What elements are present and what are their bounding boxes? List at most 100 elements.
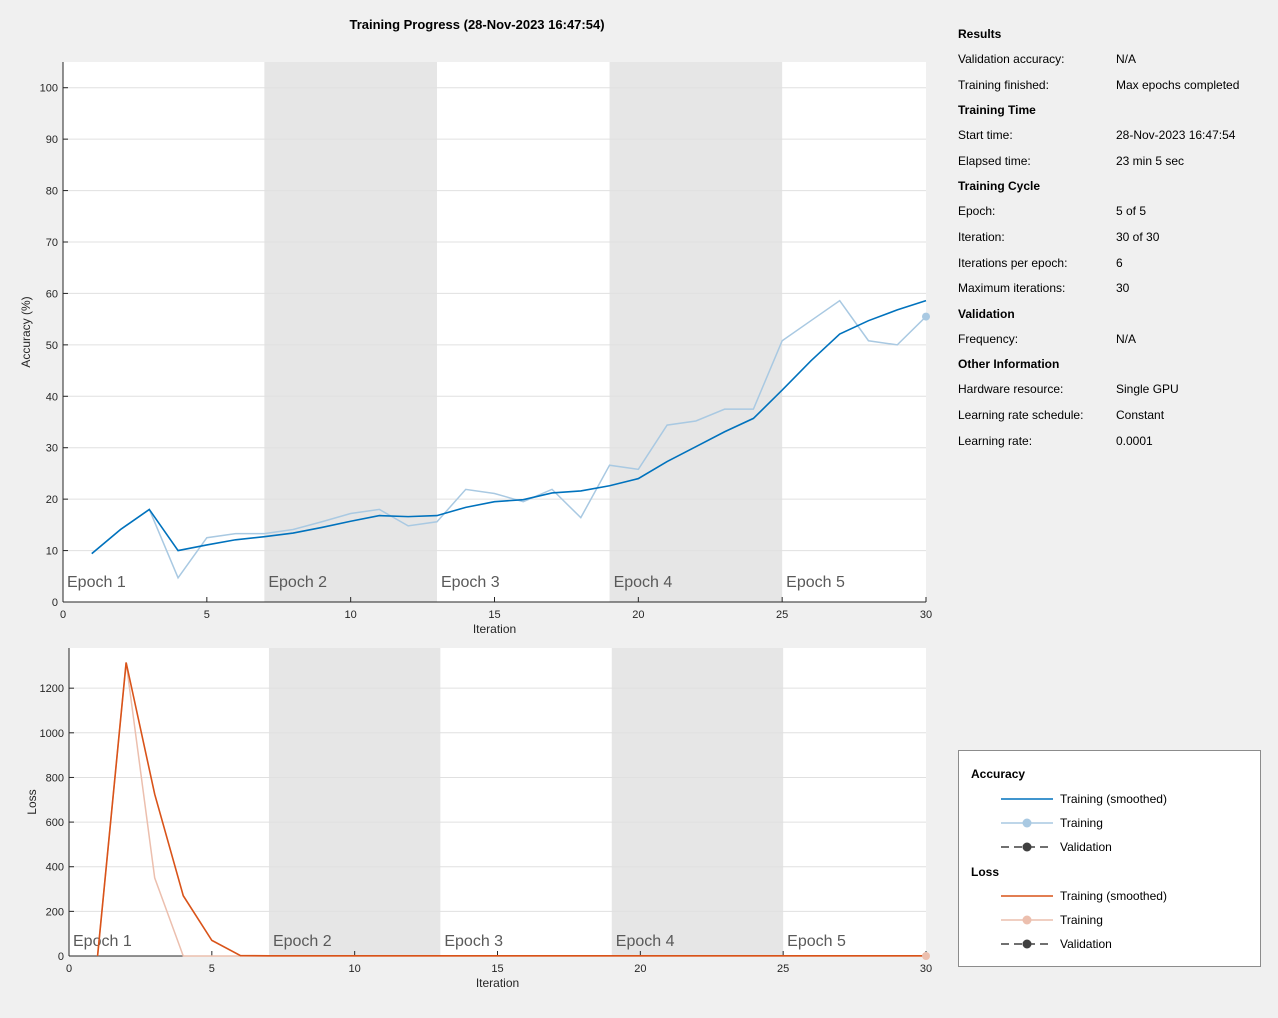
epoch-label: Epoch 3 — [441, 574, 500, 591]
x-tick-label: 20 — [634, 963, 646, 975]
x-tick-label: 5 — [204, 609, 210, 621]
epoch-band — [264, 62, 437, 602]
info-row: Validation accuracy: N/A — [958, 49, 1268, 75]
y-tick-label: 600 — [46, 817, 64, 829]
info-value: 30 — [1116, 281, 1130, 296]
info-key: Hardware resource: — [958, 382, 1064, 397]
chart-title: Training Progress (28-Nov-2023 16:47:54) — [349, 17, 605, 32]
info-key: Iterations per epoch: — [958, 255, 1068, 270]
y-tick-label: 0 — [58, 951, 64, 963]
epoch-label: Epoch 5 — [787, 933, 846, 950]
epoch-label: Epoch 1 — [73, 933, 132, 950]
y-tick-label: 400 — [46, 862, 64, 874]
y-tick-label: 40 — [46, 391, 58, 403]
training-point — [922, 312, 930, 321]
info-row: Training finished: Max epochs completed — [958, 75, 1268, 101]
info-row: Frequency: N/A — [958, 329, 1268, 355]
y-tick-label: 80 — [46, 186, 58, 198]
epoch-label: Epoch 5 — [786, 574, 845, 591]
info-row: Learning rate: 0.0001 — [958, 431, 1268, 457]
loss-plot[interactable]: Epoch 1 Epoch 2 Epoch 3 Epoch 4 Epoch 5 0 20 0 4… — [0, 630, 954, 1000]
info-row: Hardware resource: Single GPU — [958, 379, 1268, 405]
x-tick-label: 15 — [491, 963, 503, 975]
epoch-label: Epoch 2 — [268, 574, 327, 591]
info-key: Epoch: — [958, 204, 996, 219]
info-row: Elapsed time: 23 min 5 sec — [958, 151, 1268, 177]
x-tick-label: 20 — [632, 609, 644, 621]
legend-acc-validation-swatch — [1001, 842, 1053, 852]
x-tick-label: 0 — [66, 963, 72, 975]
x-tick-label: 30 — [920, 609, 932, 621]
legend-loss-validation-swatch — [1001, 939, 1053, 949]
legend-loss-smoothed: Training (smoothed) — [999, 888, 1167, 904]
legend-loss-smoothed-label: Training (smoothed) — [1060, 889, 1167, 903]
info-value: 30 of 30 — [1116, 229, 1160, 244]
info-value: Single GPU — [1116, 382, 1179, 397]
legend-acc-training: Training — [999, 815, 1103, 831]
y-tick-label: 20 — [46, 494, 58, 506]
info-panel: Results Validation accuracy: N/A Training f… — [958, 24, 1268, 456]
legend-loss-validation: Validation — [999, 936, 1112, 952]
legend-box: Accuracy Training (smoothed) Training Va… — [958, 750, 1261, 967]
accuracy-plot[interactable]: Epoch 1 Epoch 2 Epoch 3 Epoch 4 Epoch 5 0 10 20… — [0, 40, 954, 640]
epoch-band — [268, 648, 441, 956]
series-smoothed-line — [96, 662, 926, 957]
y-tick-label: 100 — [40, 83, 58, 95]
y-tick-label: 50 — [46, 340, 58, 352]
info-value: 0.0001 — [1116, 433, 1153, 448]
x-axis-title: Iteration — [473, 622, 516, 636]
info-value: N/A — [1116, 52, 1137, 66]
legend-acc-validation: Validation — [999, 839, 1112, 855]
info-row: Iterations per epoch: 6 — [958, 253, 1268, 279]
info-value: 28-Nov-2023 16:47:54 — [1116, 128, 1236, 143]
y-axis-title: Accuracy (%) — [19, 296, 33, 367]
info-section-title: Results — [958, 27, 1002, 41]
legend-loss-validation-label: Validation — [1060, 937, 1112, 951]
info-key: Start time: — [958, 128, 1013, 143]
info-value: N/A — [1116, 331, 1137, 346]
info-row: Start time: 28-Nov-2023 16:47:54 — [958, 125, 1268, 151]
info-key: Iteration: — [958, 229, 1005, 244]
info-value: Max epochs completed — [1116, 77, 1240, 92]
legend-acc-training-label: Training — [1060, 816, 1103, 830]
epoch-label: Epoch 3 — [444, 933, 503, 950]
y-tick-label: 30 — [46, 443, 58, 455]
info-row: Iteration: 30 of 30 — [958, 227, 1268, 253]
legend-acc-smoothed-label: Training (smoothed) — [1060, 792, 1167, 806]
training-point — [922, 952, 930, 960]
epoch-label: Epoch 4 — [616, 933, 675, 950]
y-tick-label: 1200 — [40, 683, 64, 695]
info-value: 6 — [1116, 255, 1123, 270]
info-key: Learning rate: — [958, 433, 1033, 448]
legend-accuracy-title: Accuracy — [971, 767, 1026, 781]
legend-acc-smoothed-swatch — [1001, 798, 1053, 800]
epoch-label: Epoch 4 — [614, 574, 673, 591]
x-tick-label: 30 — [920, 963, 932, 975]
y-tick-label: 60 — [46, 288, 58, 300]
legend-loss-training-swatch — [1001, 915, 1053, 925]
y-tick-label: 10 — [46, 546, 58, 558]
x-tick-label: 0 — [60, 609, 66, 621]
info-row: Epoch: 5 of 5 — [958, 201, 1268, 227]
y-tick-label: 1000 — [40, 728, 64, 740]
plot-area — [69, 648, 926, 956]
info-key: Elapsed time: — [958, 153, 1031, 168]
plot-area — [63, 62, 926, 602]
info-key: Frequency: — [958, 331, 1019, 346]
legend-loss-training: Training — [999, 912, 1103, 928]
legend-loss-smoothed-swatch — [1001, 895, 1053, 897]
series-training-line — [91, 299, 927, 580]
legend-loss-title: Loss — [971, 865, 1000, 879]
x-tick-label: 10 — [345, 609, 357, 621]
y-tick-label: 70 — [46, 237, 58, 249]
x-axis-title: Iteration — [476, 976, 519, 990]
epoch-band — [609, 62, 783, 602]
info-value: 23 min 5 sec — [1116, 153, 1185, 168]
info-section-title: Other Information — [958, 357, 1060, 372]
info-value: Constant — [1116, 407, 1165, 422]
epoch-label: Epoch 2 — [273, 933, 332, 950]
info-row: Maximum iterations: 30 — [958, 278, 1268, 304]
x-tick-label: 25 — [776, 609, 788, 621]
legend-acc-validation-label: Validation — [1060, 840, 1112, 854]
info-key: Maximum iterations: — [958, 281, 1066, 296]
